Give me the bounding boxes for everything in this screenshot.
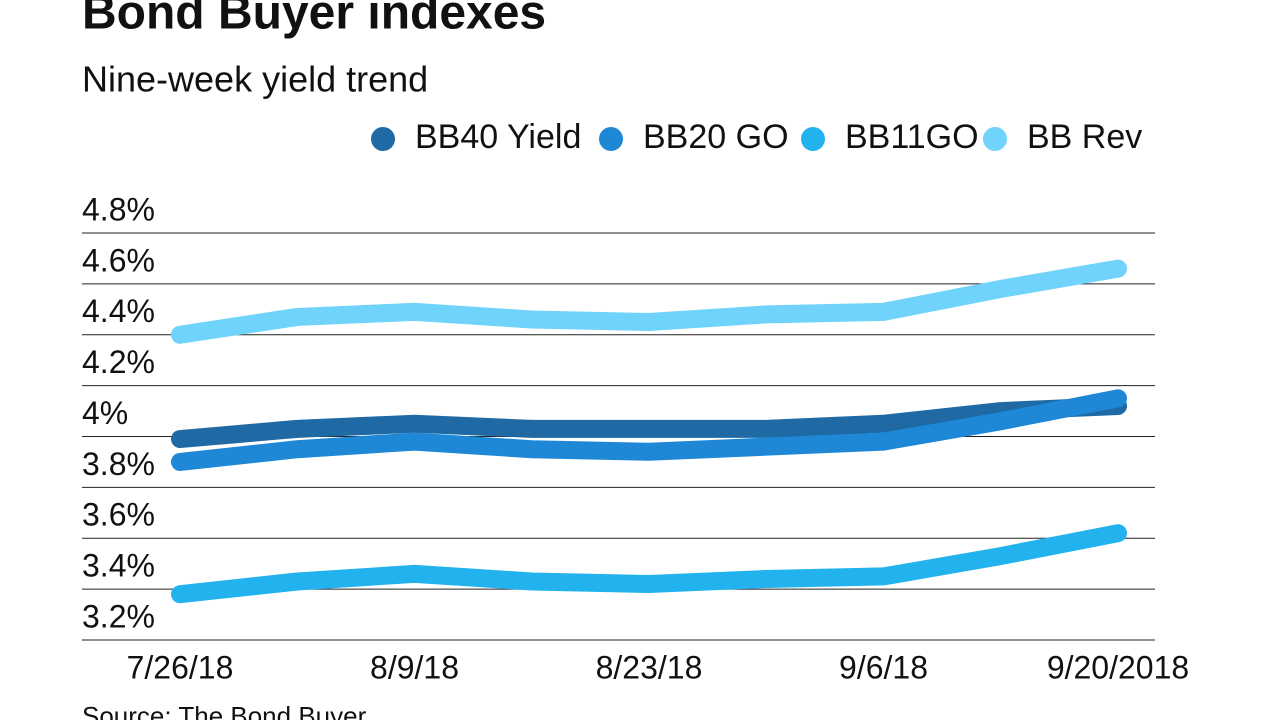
- legend-label: BB Rev: [1027, 118, 1142, 156]
- chart-subtitle: Nine-week yield trend: [82, 59, 428, 100]
- legend-label: BB40 Yield: [415, 118, 581, 156]
- x-tick-label: 8/9/18: [370, 649, 459, 685]
- legend-label: BB20 GO: [643, 118, 789, 156]
- legend-marker: [983, 127, 1007, 151]
- series-line: [171, 396, 1127, 449]
- y-tick-label: 4.6%: [82, 242, 155, 278]
- y-tick-label: 4.8%: [82, 191, 155, 227]
- series-line: [171, 389, 1127, 471]
- y-tick-label: 3.6%: [82, 497, 155, 533]
- series-line: [171, 524, 1127, 604]
- legend-marker: [599, 127, 623, 151]
- y-tick-label: 4.2%: [82, 344, 155, 380]
- legend-marker: [371, 127, 395, 151]
- x-tick-label: 8/23/18: [596, 649, 703, 685]
- chart-title: Bond Buyer indexes: [82, 0, 546, 40]
- y-tick-label: 4%: [82, 395, 128, 431]
- source: Source: The Bond Buyer: [82, 701, 367, 720]
- y-tick-label: 4.4%: [82, 293, 155, 329]
- x-tick-label: 7/26/18: [127, 649, 234, 685]
- y-tick-label: 3.2%: [82, 598, 155, 634]
- x-tick-label: 9/6/18: [839, 649, 928, 685]
- series-line: [171, 259, 1127, 344]
- y-tick-label: 3.4%: [82, 548, 155, 584]
- legend-label: BB11GO: [845, 118, 979, 156]
- x-tick-label: 9/20/2018: [1047, 649, 1189, 685]
- legend-marker: [801, 127, 825, 151]
- y-tick-label: 3.8%: [82, 446, 155, 482]
